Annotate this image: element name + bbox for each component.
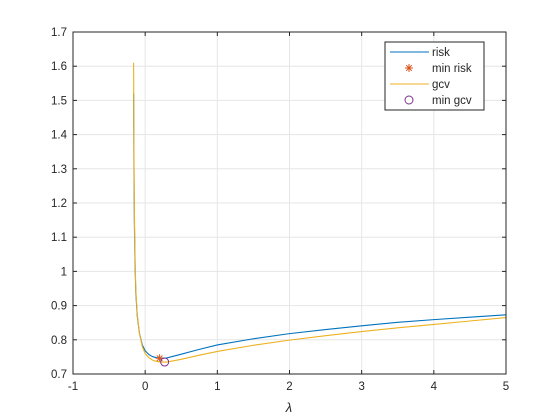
x-tick-label: 1 (214, 381, 220, 393)
legend-entry-risk: risk (390, 47, 450, 59)
legend-label-gcv: gcv (432, 79, 450, 91)
legend-swatch-min-risk (405, 64, 413, 72)
axes-box (72, 31, 507, 375)
y-tick-label: 1.6 (51, 61, 67, 73)
legend-label-risk: risk (432, 47, 450, 59)
x-tick-label: -1 (68, 381, 78, 393)
legend-swatch-min-gcv (404, 95, 414, 105)
legend-label-min-gcv: min gcv (432, 95, 472, 107)
legend-label-min-risk: min risk (432, 63, 472, 75)
y-tick-label: 0.9 (51, 301, 67, 313)
legend-entry-min-gcv: min gcv (404, 95, 472, 107)
asterisk-stroke (156, 355, 163, 362)
x-tick-label: 3 (358, 381, 364, 393)
axes (72, 31, 507, 375)
legend-entry-gcv: gcv (390, 79, 450, 91)
y-tick-label: 0.7 (51, 369, 67, 381)
min-gcv-marker (160, 357, 170, 367)
y-tick-label: 1.3 (51, 164, 67, 176)
y-tick-label: 1.1 (51, 232, 67, 244)
y-tick-label: 0.8 (51, 335, 67, 347)
y-tick-label: 1.4 (51, 130, 68, 142)
y-tick-label: 1.7 (51, 27, 67, 39)
y-tick-label: 1 (61, 266, 67, 278)
x-tick-label: 4 (431, 381, 438, 393)
legend: risk min risk gcv min gcv (384, 41, 485, 111)
asterisk-stroke (405, 64, 413, 72)
min-risk-marker (155, 354, 164, 363)
series-layer (133, 62, 507, 367)
legend-box (384, 41, 485, 111)
tick-labels: -1 0 1 2 3 4 5 0.7 0.8 0.9 1 1.1 1.2 1.3 1.4 1.5 1.6 1.7 (51, 27, 509, 393)
y-tick-label: 1.2 (51, 198, 67, 210)
x-tick-label: 5 (503, 381, 509, 393)
legend-entry-min-risk: min risk (405, 63, 472, 75)
x-axis-label: λ (285, 400, 292, 415)
x-tick-label: 0 (142, 381, 148, 393)
y-tick-label: 1.5 (51, 95, 67, 107)
x-tick-label: 2 (286, 381, 292, 393)
